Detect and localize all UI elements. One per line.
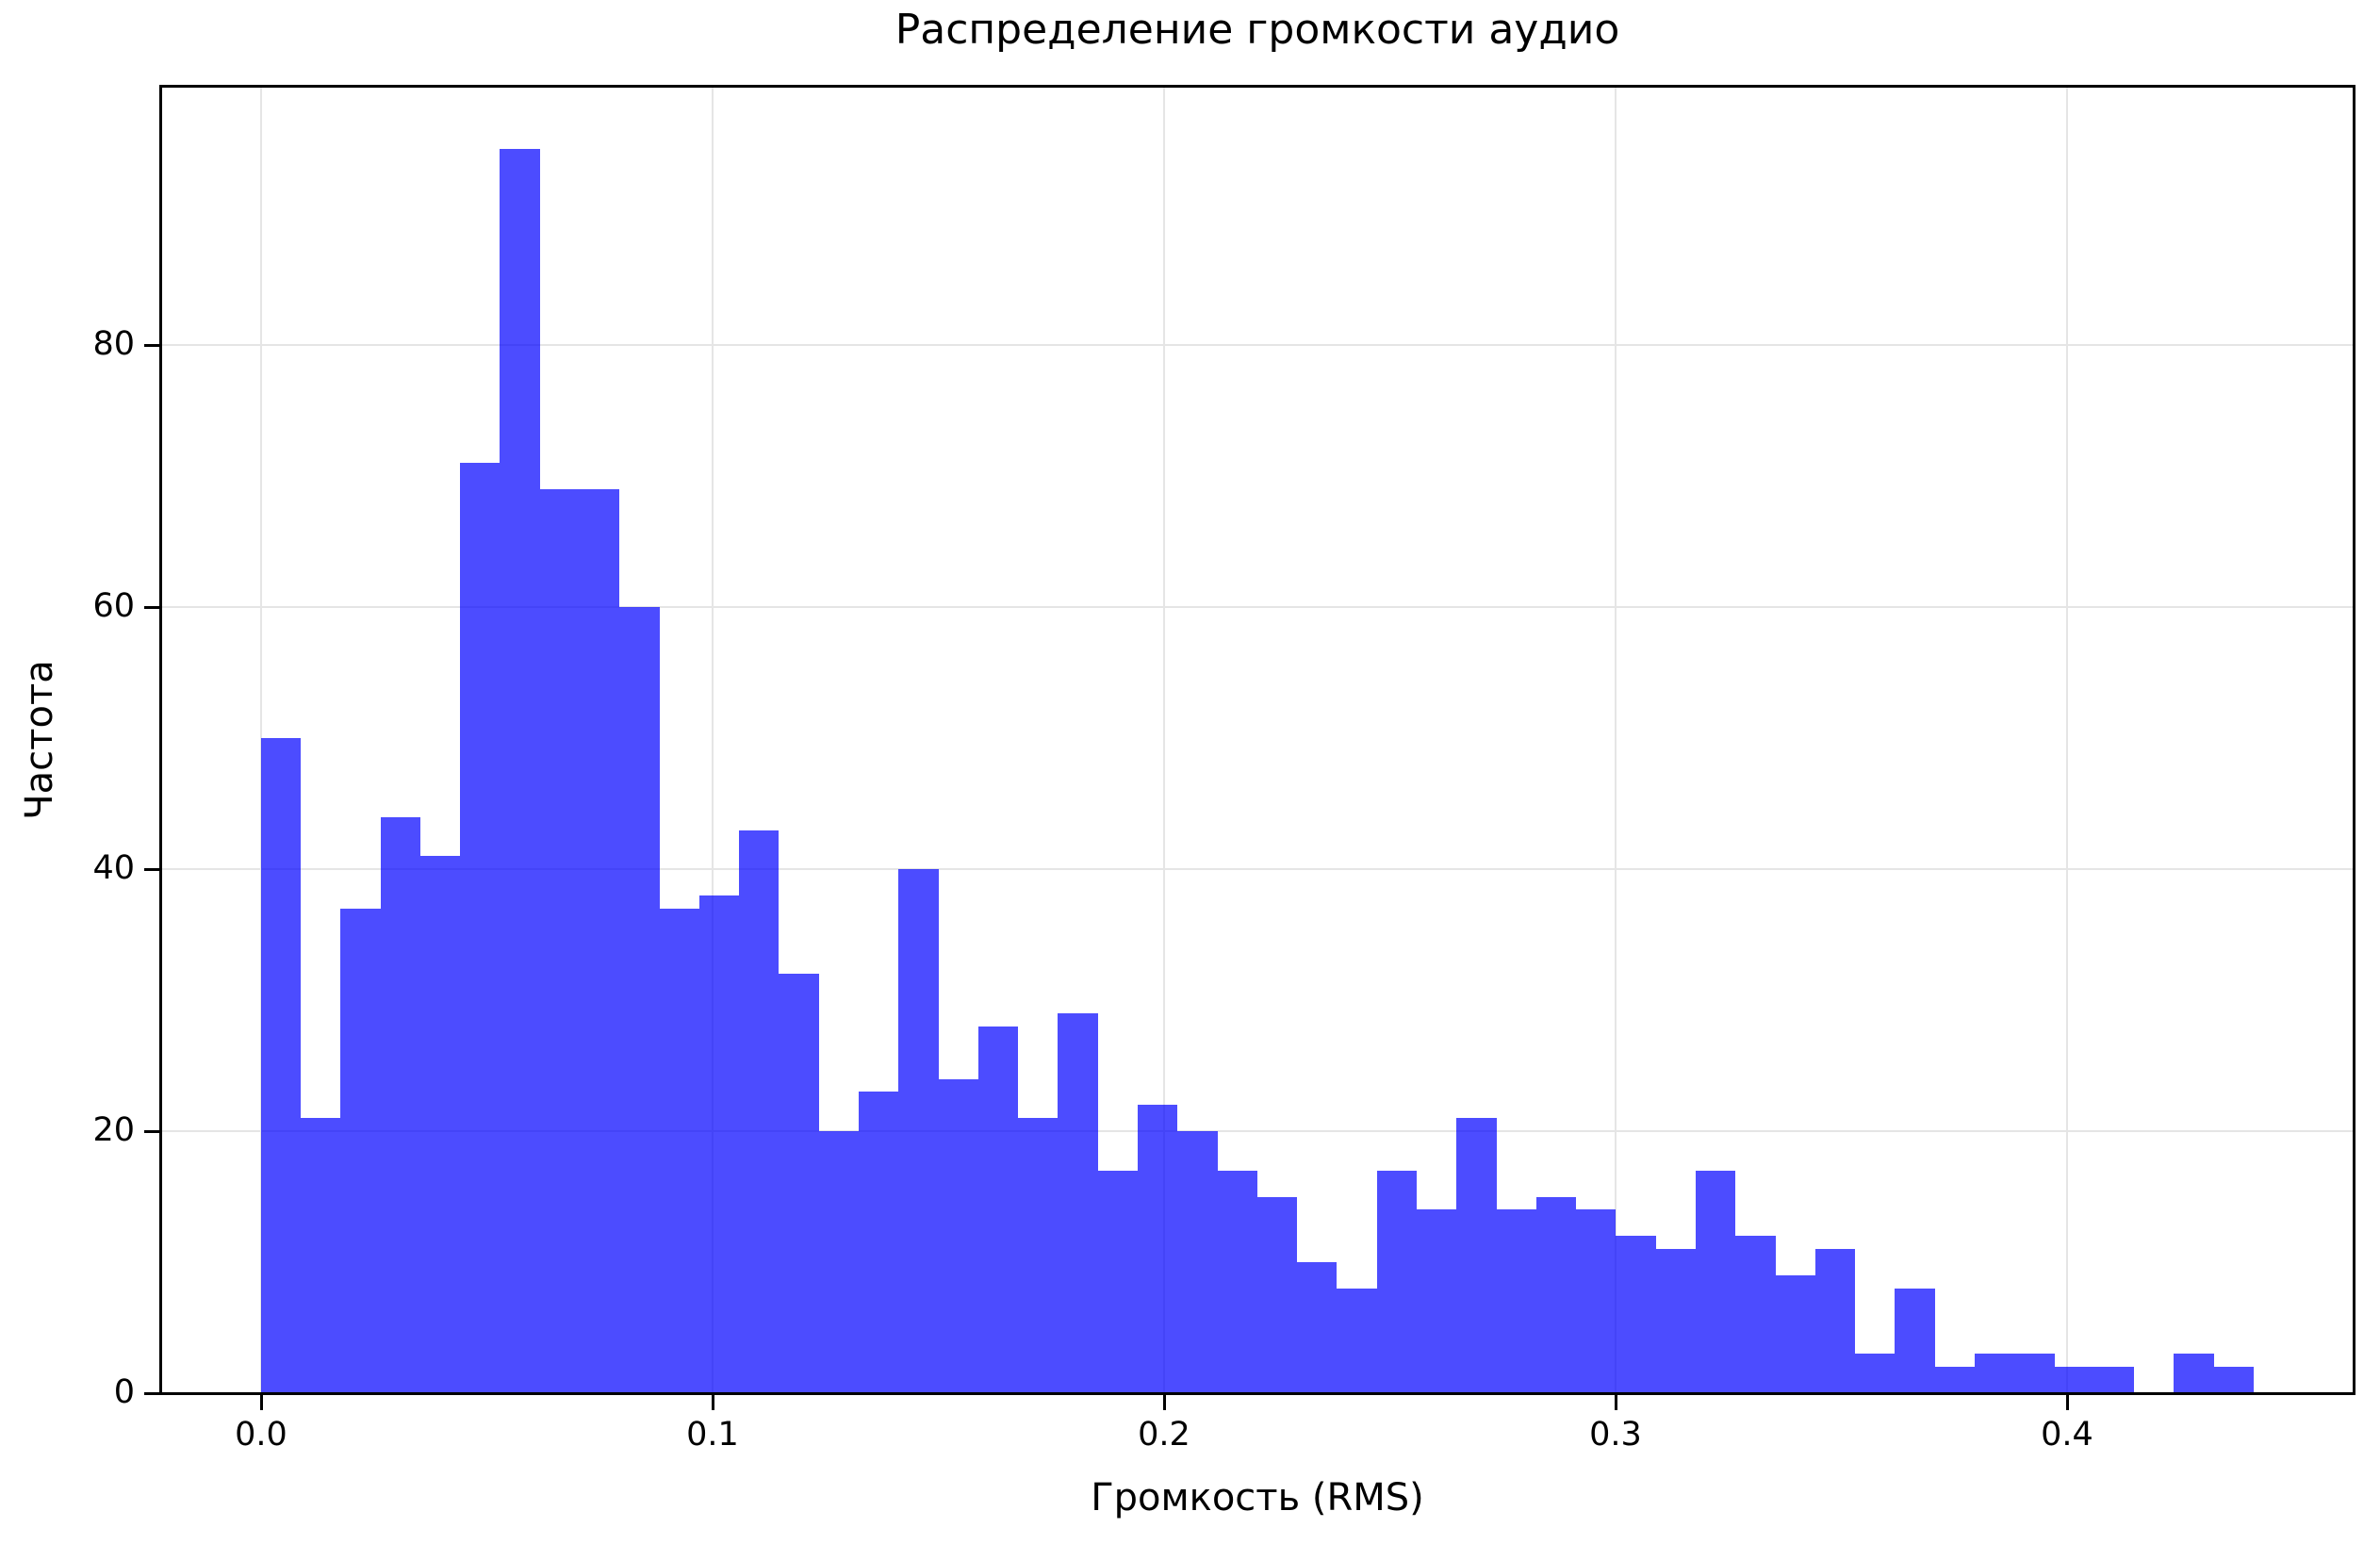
horizontal-gridline: [161, 606, 2354, 608]
x-tick-label: 0.1: [686, 1416, 739, 1454]
histogram-bar: [1935, 1367, 1975, 1393]
histogram-bar: [1377, 1171, 1417, 1393]
x-tick-mark: [2066, 1395, 2069, 1410]
x-axis-label: Громкость (RMS): [1091, 1476, 1424, 1519]
y-tick-mark: [144, 1392, 159, 1395]
histogram-bar: [1696, 1171, 1735, 1393]
vertical-gridline: [712, 87, 714, 1393]
histogram-bar: [301, 1118, 340, 1393]
histogram-bar: [859, 1092, 898, 1393]
vertical-gridline: [2066, 87, 2068, 1393]
x-tick-mark: [712, 1395, 714, 1410]
histogram-bar: [1776, 1275, 1815, 1393]
histogram-bar: [420, 856, 460, 1393]
y-tick-label: 40: [92, 849, 135, 888]
histogram-bar: [660, 909, 699, 1393]
histogram-bar: [381, 817, 420, 1393]
x-tick-label: 0.0: [235, 1416, 287, 1454]
histogram-bar: [779, 974, 819, 1393]
x-tick-mark: [1163, 1395, 1166, 1410]
histogram-bar: [2174, 1354, 2214, 1393]
histogram-bar: [1616, 1236, 1656, 1393]
histogram-bar: [1656, 1249, 1696, 1393]
histogram-bar: [1576, 1209, 1616, 1393]
histogram-bar: [340, 909, 381, 1393]
histogram-bar: [2014, 1354, 2055, 1393]
histogram-bar: [2055, 1367, 2094, 1393]
x-tick-label: 0.3: [1589, 1416, 1642, 1454]
histogram-bar: [261, 738, 301, 1393]
histogram-bar: [1735, 1236, 1776, 1393]
histogram-bar: [898, 869, 939, 1393]
histogram-bar: [1018, 1118, 1058, 1393]
vertical-gridline: [1163, 87, 1165, 1393]
histogram-bar: [2214, 1367, 2254, 1393]
histogram-bar: [619, 607, 660, 1393]
x-tick-label: 0.2: [1138, 1416, 1190, 1454]
histogram-bar: [1815, 1249, 1855, 1393]
histogram-bar: [1297, 1262, 1337, 1393]
y-tick-mark: [144, 606, 159, 609]
histogram-bar: [978, 1027, 1018, 1393]
y-tick-label: 80: [92, 325, 135, 364]
x-tick-mark: [260, 1395, 263, 1410]
horizontal-gridline: [161, 344, 2354, 346]
histogram-bar: [819, 1131, 859, 1393]
histogram-bar: [1895, 1289, 1935, 1393]
histogram-bar: [2094, 1367, 2134, 1393]
y-tick-label: 0: [113, 1373, 135, 1412]
chart-title: Распределение громкости аудио: [895, 6, 1620, 54]
histogram-bar: [1177, 1131, 1218, 1393]
histogram-bar: [1098, 1171, 1138, 1393]
y-tick-mark: [144, 868, 159, 871]
histogram-bar: [939, 1079, 978, 1393]
histogram-bar: [1337, 1289, 1377, 1393]
histogram-bar: [500, 149, 540, 1393]
histogram-bar: [1218, 1171, 1257, 1393]
y-tick-mark: [144, 344, 159, 347]
y-tick-label: 60: [92, 587, 135, 626]
y-tick-label: 20: [92, 1111, 135, 1150]
horizontal-gridline: [161, 1130, 2354, 1132]
x-tick-mark: [1615, 1395, 1617, 1410]
horizontal-gridline: [161, 868, 2354, 870]
histogram-bar: [540, 489, 580, 1393]
histogram-bar: [580, 489, 619, 1393]
histogram-bar: [1138, 1105, 1177, 1393]
y-tick-mark: [144, 1130, 159, 1133]
vertical-gridline: [1615, 87, 1617, 1393]
histogram-bar: [1855, 1354, 1895, 1393]
histogram-bar: [739, 830, 779, 1393]
histogram-bar: [1536, 1197, 1576, 1393]
histogram-bar: [699, 895, 739, 1393]
histogram-bar: [460, 463, 500, 1393]
histogram-bar: [1058, 1013, 1098, 1393]
x-tick-label: 0.4: [2041, 1416, 2093, 1454]
histogram-bar: [1497, 1209, 1536, 1393]
histogram-bar: [1456, 1118, 1497, 1393]
histogram-bar: [1975, 1354, 2014, 1393]
histogram-bar: [1257, 1197, 1297, 1393]
plot-border: [159, 85, 2355, 1395]
histogram-bar: [1417, 1209, 1456, 1393]
y-axis-label: Частота: [18, 660, 61, 820]
